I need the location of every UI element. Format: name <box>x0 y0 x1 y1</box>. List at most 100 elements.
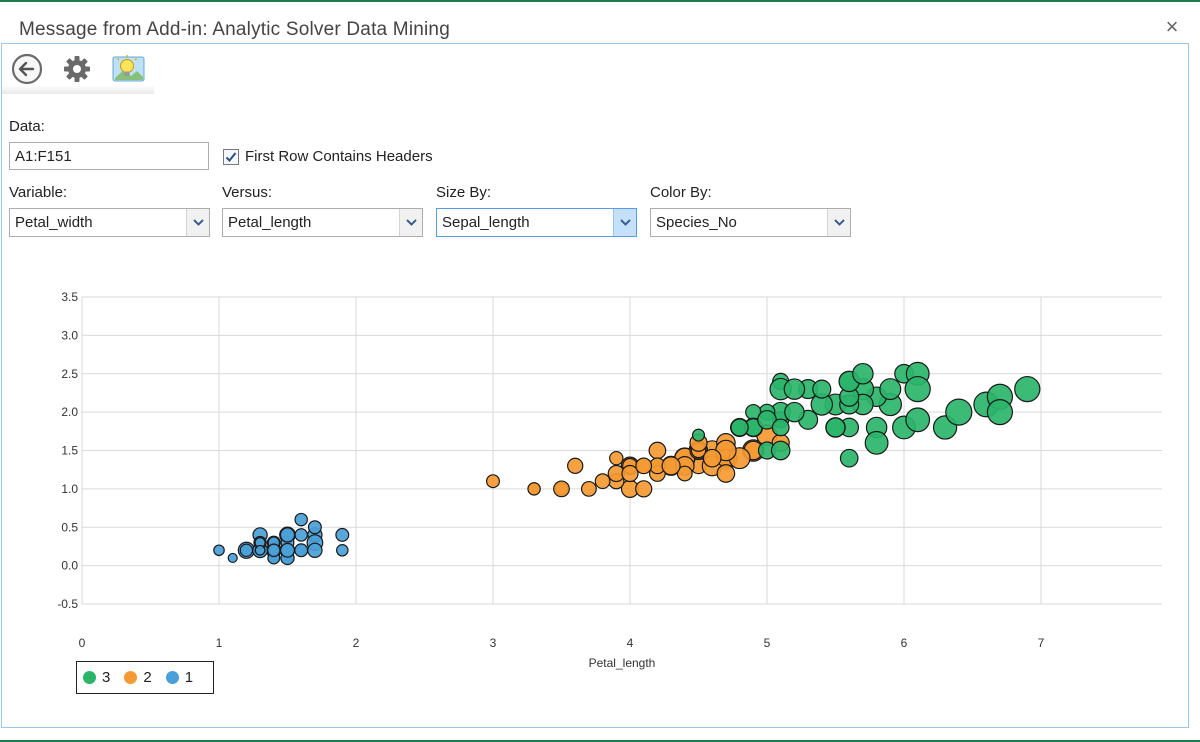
data-point-series-1 <box>335 527 350 542</box>
data-point-series-3 <box>691 428 706 442</box>
x-axis-title: Petal_length <box>589 656 656 670</box>
legend-item-3: 3 <box>83 669 110 686</box>
color-by-label: Color By: <box>650 184 712 201</box>
legend-marker-1 <box>165 671 179 684</box>
data-point-series-2 <box>635 480 653 498</box>
y-tick-label: 0.5 <box>61 520 78 534</box>
data-point-series-3 <box>945 398 973 426</box>
data-point-series-3 <box>757 409 777 430</box>
x-tick-label: 3 <box>490 636 497 650</box>
data-point-series-2 <box>553 480 570 498</box>
y-tick-label: 3.0 <box>61 328 78 342</box>
data-point-series-3 <box>986 398 1014 426</box>
data-point-series-3 <box>839 448 859 468</box>
data-point-series-2 <box>580 480 597 497</box>
data-point-series-2 <box>661 456 681 476</box>
x-tick-label: 0 <box>79 636 86 650</box>
data-point-series-1 <box>280 542 295 558</box>
back-arrow-icon <box>11 53 43 85</box>
gear-icon <box>64 56 90 82</box>
legend-marker-3 <box>83 671 96 684</box>
legend-item-1: 1 <box>165 669 194 686</box>
data-point-series-1 <box>307 542 323 558</box>
scatter-plot: 3.5 3.0 2.5 2.0 1.5 1.0 0.5 0.0 -0.5 0 1 2 3 4 5 6 7 Peta… <box>57 290 1162 670</box>
variable-select[interactable]: Petal_width <box>9 208 210 237</box>
x-tick-label: 2 <box>353 636 360 650</box>
back-button[interactable] <box>10 52 44 86</box>
data-point-series-3 <box>784 401 805 423</box>
data-point-series-2 <box>486 474 500 489</box>
y-tick-label: 3.5 <box>61 290 78 304</box>
data-point-series-2 <box>702 448 722 468</box>
first-row-label: First Row Contains Headers <box>245 148 433 165</box>
variable-value: Petal_width <box>15 214 93 231</box>
data-point-series-2 <box>635 457 653 475</box>
data-point-series-2 <box>567 457 584 475</box>
color-by-select[interactable]: Species_No <box>650 208 851 237</box>
settings-button[interactable] <box>60 52 94 86</box>
x-tick-label: 4 <box>627 636 634 650</box>
data-point-series-3 <box>783 378 806 400</box>
dialog-content: Data: First Row Contains Headers Variabl… <box>1 43 1189 728</box>
legend-item-2: 2 <box>124 669 152 686</box>
y-tick-label: 1.5 <box>61 444 78 458</box>
data-point-series-1 <box>227 552 238 564</box>
chevron-down-icon <box>399 209 422 236</box>
window-title: Message from Add-in: Analytic Solver Dat… <box>19 19 450 40</box>
data-point-series-2 <box>716 464 736 483</box>
y-tick-label: 2.5 <box>61 367 78 381</box>
data-point-series-1 <box>294 543 309 558</box>
data-point-series-2 <box>594 473 611 490</box>
data-point-series-3 <box>771 418 790 437</box>
data-point-series-2 <box>621 464 639 483</box>
checkmark-icon <box>225 152 237 162</box>
data-point-series-1 <box>267 543 281 558</box>
data-point-series-3 <box>825 417 846 438</box>
variable-label: Variable: <box>9 184 68 201</box>
data-point-series-3 <box>812 379 832 399</box>
data-point-series-3 <box>1014 375 1041 403</box>
chevron-down-icon <box>827 209 850 236</box>
size-by-select[interactable]: Sepal_length <box>436 208 637 237</box>
y-tick-label: 1.0 <box>61 482 78 496</box>
versus-label: Versus: <box>222 184 273 201</box>
data-point-series-3 <box>770 440 791 461</box>
data-point-series-1 <box>213 544 225 557</box>
size-by-label: Size By: <box>436 184 492 201</box>
first-row-checkbox[interactable] <box>223 149 239 165</box>
data-point-series-1 <box>294 512 308 527</box>
data-point-series-2 <box>609 450 624 466</box>
versus-select[interactable]: Petal_length <box>222 208 423 237</box>
chevron-down-icon <box>613 209 636 236</box>
x-tick-label: 6 <box>901 636 908 650</box>
toolbar <box>2 44 154 94</box>
chevron-down-icon <box>186 209 209 236</box>
window-top-accent <box>0 0 1200 2</box>
data-point-series-1 <box>294 528 308 542</box>
data-point-series-3 <box>879 378 902 401</box>
color-by-value: Species_No <box>656 214 737 231</box>
lightbulb-icon <box>112 55 145 82</box>
legend-label-3: 3 <box>102 669 111 686</box>
data-point-series-3 <box>864 430 889 455</box>
data-point-series-2 <box>648 441 667 460</box>
data-point-series-3 <box>730 418 749 437</box>
tips-button[interactable] <box>112 52 146 86</box>
close-icon: × <box>1165 14 1179 39</box>
x-tick-label: 7 <box>1038 636 1045 650</box>
chart-legend: 3 2 1 <box>76 661 214 694</box>
versus-value: Petal_length <box>228 214 312 231</box>
data-point-series-2 <box>527 482 541 496</box>
y-tick-label: 0.0 <box>61 559 78 573</box>
y-tick-label: 2.0 <box>61 405 78 419</box>
close-button[interactable]: × <box>1160 15 1184 39</box>
data-range-input[interactable] <box>9 142 209 170</box>
data-point-series-3 <box>905 407 931 433</box>
data-point-series-1 <box>336 543 349 557</box>
data-point-series-1 <box>307 520 322 535</box>
legend-label-2: 2 <box>143 669 152 686</box>
data-point-series-1 <box>254 544 266 556</box>
data-point-series-3 <box>904 375 931 403</box>
data-label: Data: <box>9 118 45 135</box>
legend-label-1: 1 <box>184 669 194 686</box>
